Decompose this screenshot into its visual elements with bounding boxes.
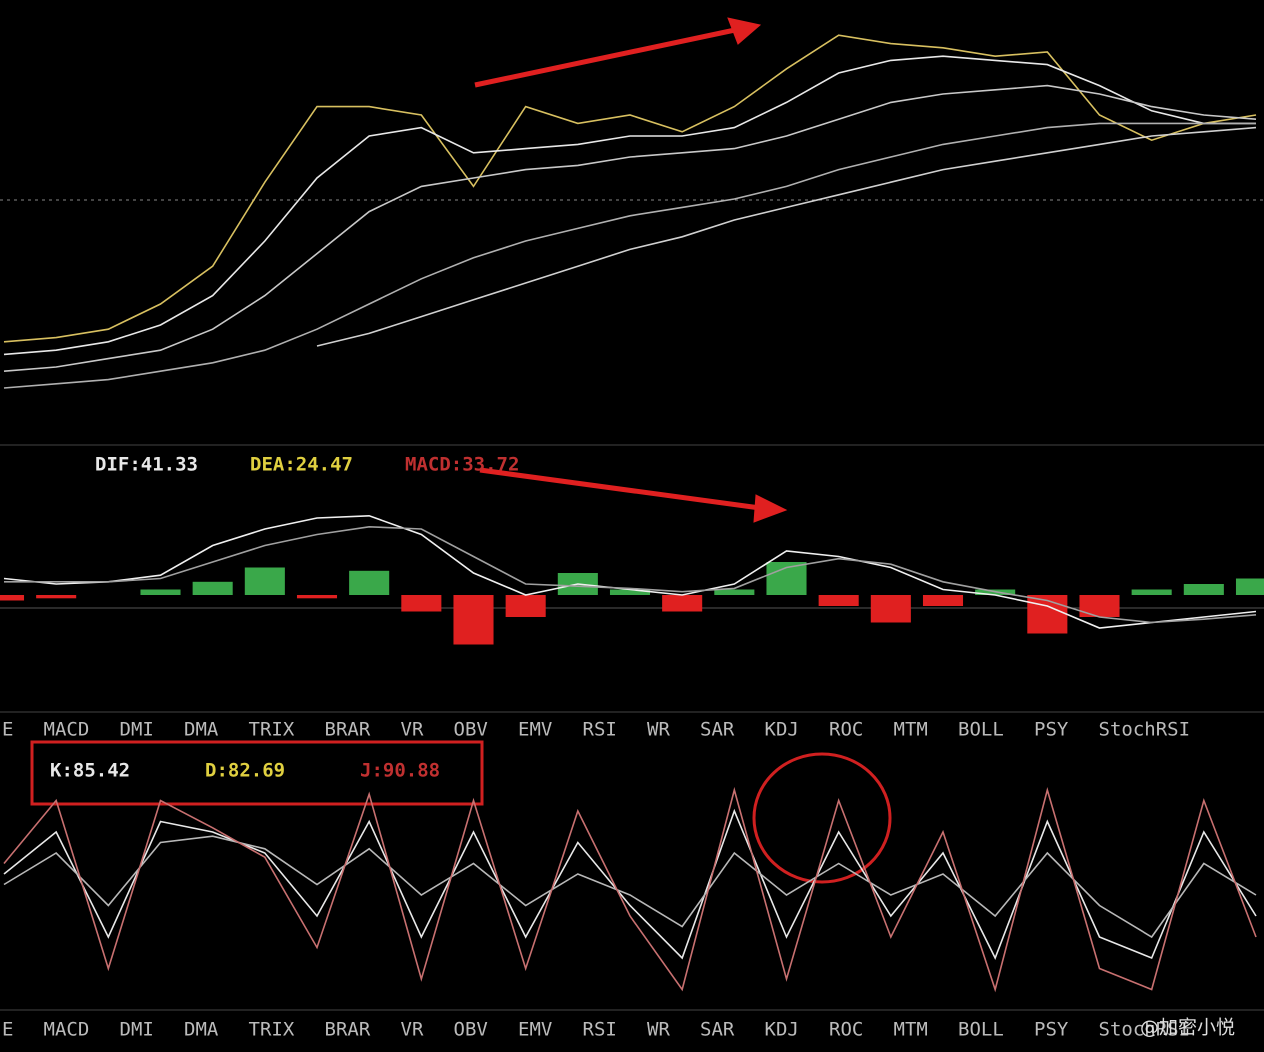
histogram-bar xyxy=(349,570,390,595)
series-line xyxy=(4,525,1257,624)
indicator-tab[interactable]: WR xyxy=(647,1019,670,1041)
indicator-tab[interactable]: VR xyxy=(401,1019,424,1041)
indicator-tab[interactable]: MACD xyxy=(44,719,90,741)
indicator-tab[interactable]: EMV xyxy=(518,1019,552,1041)
indicator-tab[interactable]: ROC xyxy=(829,1019,863,1041)
indicator-tab[interactable]: DMI xyxy=(120,1019,154,1041)
histogram-bar xyxy=(140,589,181,595)
histogram-bar xyxy=(1079,595,1120,617)
indicator-tab[interactable]: WR xyxy=(647,719,670,741)
indicator-tab[interactable]: DMI xyxy=(120,719,154,741)
series-line xyxy=(316,126,1257,347)
histogram-bar xyxy=(1027,595,1068,634)
indicator-tab[interactable]: KDJ xyxy=(765,1019,799,1041)
histogram-bar xyxy=(1235,578,1264,595)
histogram-bar xyxy=(714,589,755,595)
histogram-bar xyxy=(662,595,703,612)
watermark: @加密小悦 xyxy=(1140,1017,1235,1039)
indicator-tab[interactable]: TRIX xyxy=(249,1019,295,1041)
indicator-tab[interactable]: DMA xyxy=(184,1019,219,1041)
indicator-tab[interactable]: MTM xyxy=(894,1019,928,1041)
indicator-label: J:90.88 xyxy=(360,760,440,782)
highlight-box xyxy=(30,740,484,806)
histogram-bar xyxy=(1131,589,1172,595)
arrow xyxy=(474,17,788,523)
indicator-tab[interactable]: VR xyxy=(401,719,424,741)
histogram-bar xyxy=(244,567,285,595)
indicator-label: D:82.69 xyxy=(205,760,285,782)
indicator-tab[interactable]: PSY xyxy=(1034,719,1069,741)
indicator-tab[interactable]: StochRSI xyxy=(1099,1019,1191,1041)
indicator-tab[interactable]: E xyxy=(2,1019,13,1041)
series-line xyxy=(3,55,1256,356)
histogram-bar xyxy=(922,595,964,606)
indicator-tab[interactable]: BOLL xyxy=(958,1019,1004,1041)
histogram-bar xyxy=(818,595,859,606)
indicator-tab[interactable]: OBV xyxy=(454,1019,488,1041)
highlight-circle xyxy=(752,752,892,884)
indicator-tab[interactable]: KDJ xyxy=(765,719,799,741)
histogram-bar xyxy=(296,595,338,599)
histogram-bar xyxy=(609,589,651,595)
indicator-tab[interactable]: RSI xyxy=(583,719,617,741)
indicator-tab[interactable]: EMV xyxy=(518,719,552,741)
histogram-bar xyxy=(1183,584,1224,595)
indicator-tab[interactable]: BOLL xyxy=(958,719,1004,741)
series-line xyxy=(3,122,1256,389)
indicator-tab[interactable]: SAR xyxy=(700,719,735,741)
indicator-tab[interactable]: MACD xyxy=(44,1019,90,1041)
histogram-bar xyxy=(0,595,25,601)
indicator-label: MACD:33.72 xyxy=(405,454,519,476)
indicator-label: K:85.42 xyxy=(50,760,130,782)
indicator-tab[interactable]: TRIX xyxy=(249,719,295,741)
series-line xyxy=(3,808,1257,960)
indicator-tab[interactable]: StochRSI xyxy=(1099,719,1191,741)
series-line xyxy=(3,514,1257,629)
indicator-tab[interactable]: E xyxy=(2,719,13,741)
histogram-bar xyxy=(453,595,494,645)
indicator-label: DEA:24.47 xyxy=(250,454,353,476)
series-line xyxy=(3,84,1257,372)
histogram-bar xyxy=(505,595,546,617)
indicator-tab[interactable]: SAR xyxy=(700,1019,735,1041)
indicator-tab[interactable]: BRAR xyxy=(325,1019,371,1041)
indicator-tab[interactable]: ROC xyxy=(829,719,863,741)
indicator-tab[interactable]: MTM xyxy=(894,719,928,741)
series-line xyxy=(3,835,1257,939)
histogram-bar xyxy=(36,595,77,599)
series-line xyxy=(3,34,1257,343)
indicator-tab[interactable]: PSY xyxy=(1034,1019,1069,1041)
indicator-label: DIF:41.33 xyxy=(95,454,198,476)
histogram-bar xyxy=(870,595,911,623)
indicator-tab[interactable]: DMA xyxy=(184,719,219,741)
histogram-bar xyxy=(192,581,233,595)
indicator-tab[interactable]: RSI xyxy=(583,1019,617,1041)
indicator-tab[interactable]: OBV xyxy=(454,719,488,741)
series-line xyxy=(3,786,1257,993)
histogram-bar xyxy=(401,595,442,612)
indicator-tab[interactable]: BRAR xyxy=(325,719,371,741)
